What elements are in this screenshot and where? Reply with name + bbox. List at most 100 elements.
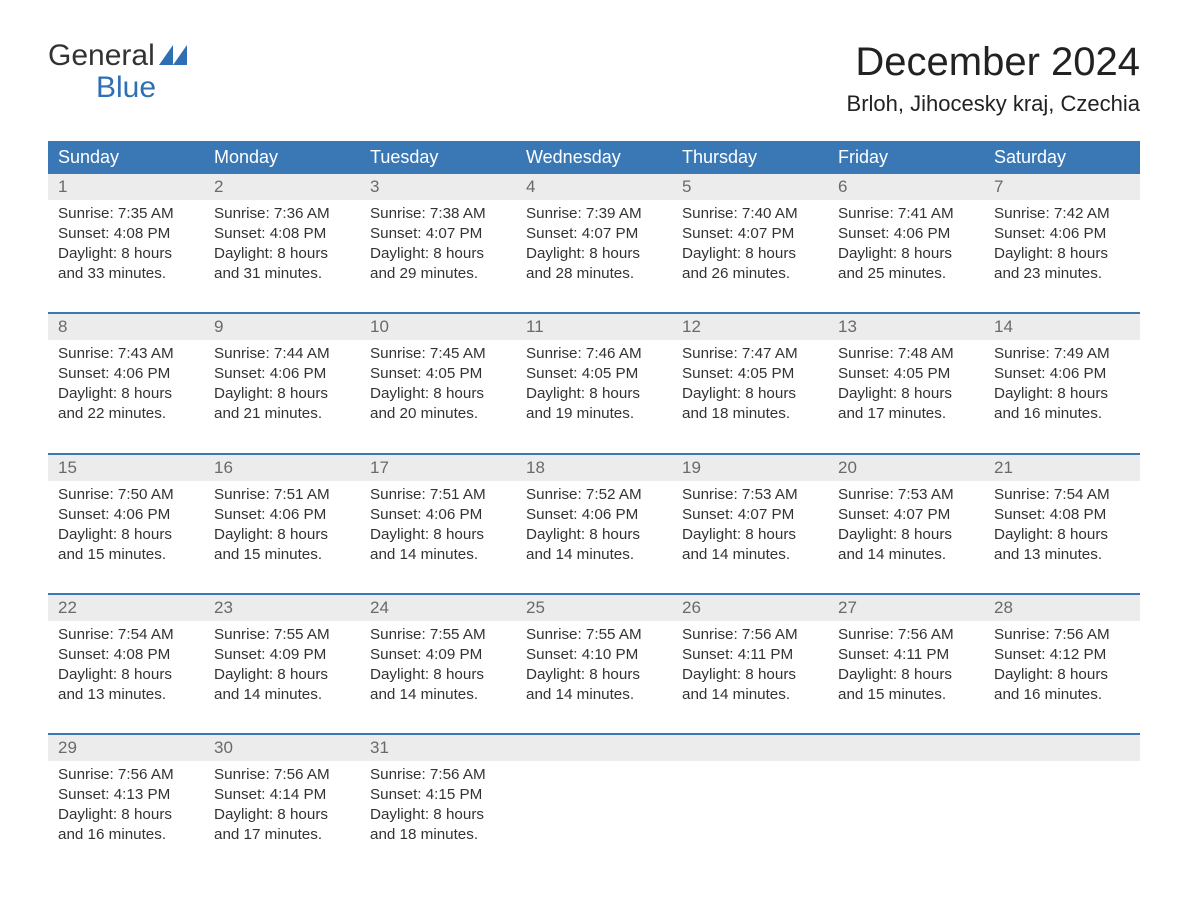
day-cell: Sunrise: 7:41 AMSunset: 4:06 PMDaylight:…: [828, 200, 984, 284]
day-number: 21: [984, 455, 1140, 481]
daylight-line-1: Daylight: 8 hours: [838, 525, 974, 545]
day-cell: Sunrise: 7:56 AMSunset: 4:13 PMDaylight:…: [48, 761, 204, 845]
day-cell: Sunrise: 7:38 AMSunset: 4:07 PMDaylight:…: [360, 200, 516, 284]
sunrise-line: Sunrise: 7:56 AM: [370, 765, 506, 785]
daylight-line-2: and 22 minutes.: [58, 404, 194, 424]
day-number: [828, 735, 984, 761]
daylight-line-1: Daylight: 8 hours: [994, 665, 1130, 685]
sunset-line: Sunset: 4:06 PM: [214, 505, 350, 525]
day-number: 30: [204, 735, 360, 761]
daylight-line-1: Daylight: 8 hours: [994, 525, 1130, 545]
day-number: 19: [672, 455, 828, 481]
day-cell: [828, 761, 984, 845]
sunrise-line: Sunrise: 7:41 AM: [838, 204, 974, 224]
day-cell: [516, 761, 672, 845]
day-cell: Sunrise: 7:56 AMSunset: 4:12 PMDaylight:…: [984, 621, 1140, 705]
sunset-line: Sunset: 4:09 PM: [214, 645, 350, 665]
sunrise-line: Sunrise: 7:55 AM: [370, 625, 506, 645]
daylight-line-1: Daylight: 8 hours: [838, 384, 974, 404]
daylight-line-2: and 15 minutes.: [838, 685, 974, 705]
sunrise-line: Sunrise: 7:45 AM: [370, 344, 506, 364]
day-number: 10: [360, 314, 516, 340]
sunset-line: Sunset: 4:11 PM: [838, 645, 974, 665]
daylight-line-2: and 14 minutes.: [838, 545, 974, 565]
day-content-row: Sunrise: 7:35 AMSunset: 4:08 PMDaylight:…: [48, 200, 1140, 312]
sunrise-line: Sunrise: 7:55 AM: [526, 625, 662, 645]
daylight-line-1: Daylight: 8 hours: [370, 805, 506, 825]
sunset-line: Sunset: 4:06 PM: [370, 505, 506, 525]
sunrise-line: Sunrise: 7:50 AM: [58, 485, 194, 505]
sunrise-line: Sunrise: 7:43 AM: [58, 344, 194, 364]
day-cell: Sunrise: 7:55 AMSunset: 4:10 PMDaylight:…: [516, 621, 672, 705]
sunset-line: Sunset: 4:06 PM: [526, 505, 662, 525]
day-content-row: Sunrise: 7:54 AMSunset: 4:08 PMDaylight:…: [48, 621, 1140, 733]
sunset-line: Sunset: 4:06 PM: [838, 224, 974, 244]
sunrise-line: Sunrise: 7:48 AM: [838, 344, 974, 364]
calendar-week: 1234567Sunrise: 7:35 AMSunset: 4:08 PMDa…: [48, 174, 1140, 312]
day-number: 20: [828, 455, 984, 481]
sunset-line: Sunset: 4:09 PM: [370, 645, 506, 665]
dow-monday: Monday: [204, 141, 360, 174]
daylight-line-2: and 18 minutes.: [370, 825, 506, 845]
daylight-line-2: and 14 minutes.: [370, 545, 506, 565]
daylight-line-1: Daylight: 8 hours: [526, 525, 662, 545]
sunset-line: Sunset: 4:08 PM: [994, 505, 1130, 525]
day-number: 25: [516, 595, 672, 621]
daylight-line-1: Daylight: 8 hours: [370, 665, 506, 685]
daylight-line-2: and 19 minutes.: [526, 404, 662, 424]
daylight-line-2: and 14 minutes.: [370, 685, 506, 705]
calendar: Sunday Monday Tuesday Wednesday Thursday…: [48, 141, 1140, 855]
sunset-line: Sunset: 4:15 PM: [370, 785, 506, 805]
daylight-line-2: and 13 minutes.: [58, 685, 194, 705]
sunrise-line: Sunrise: 7:54 AM: [58, 625, 194, 645]
sunset-line: Sunset: 4:07 PM: [838, 505, 974, 525]
daylight-line-2: and 14 minutes.: [682, 685, 818, 705]
day-number-row: 1234567: [48, 174, 1140, 200]
day-number: 8: [48, 314, 204, 340]
day-number-row: 891011121314: [48, 314, 1140, 340]
daylight-line-1: Daylight: 8 hours: [370, 525, 506, 545]
brand-line2: Blue: [48, 72, 187, 104]
daylight-line-2: and 14 minutes.: [214, 685, 350, 705]
day-cell: Sunrise: 7:36 AMSunset: 4:08 PMDaylight:…: [204, 200, 360, 284]
daylight-line-1: Daylight: 8 hours: [682, 665, 818, 685]
brand-logo: General Blue: [48, 40, 187, 103]
header: General Blue December 2024 Brloh, Jihoce…: [48, 40, 1140, 117]
sunset-line: Sunset: 4:14 PM: [214, 785, 350, 805]
sunset-line: Sunset: 4:06 PM: [58, 505, 194, 525]
sunset-line: Sunset: 4:11 PM: [682, 645, 818, 665]
title-block: December 2024 Brloh, Jihocesky kraj, Cze…: [847, 40, 1140, 117]
day-cell: Sunrise: 7:53 AMSunset: 4:07 PMDaylight:…: [672, 481, 828, 565]
day-number: 11: [516, 314, 672, 340]
daylight-line-2: and 29 minutes.: [370, 264, 506, 284]
daylight-line-1: Daylight: 8 hours: [838, 665, 974, 685]
daylight-line-2: and 31 minutes.: [214, 264, 350, 284]
day-number: [984, 735, 1140, 761]
day-of-week-row: Sunday Monday Tuesday Wednesday Thursday…: [48, 141, 1140, 174]
daylight-line-1: Daylight: 8 hours: [214, 244, 350, 264]
flag-icon: [159, 40, 187, 72]
sunrise-line: Sunrise: 7:53 AM: [838, 485, 974, 505]
daylight-line-1: Daylight: 8 hours: [58, 525, 194, 545]
daylight-line-1: Daylight: 8 hours: [370, 244, 506, 264]
daylight-line-1: Daylight: 8 hours: [58, 244, 194, 264]
sunset-line: Sunset: 4:07 PM: [526, 224, 662, 244]
day-number: 29: [48, 735, 204, 761]
daylight-line-2: and 26 minutes.: [682, 264, 818, 284]
daylight-line-2: and 17 minutes.: [838, 404, 974, 424]
sunrise-line: Sunrise: 7:53 AM: [682, 485, 818, 505]
sunrise-line: Sunrise: 7:40 AM: [682, 204, 818, 224]
day-number: 26: [672, 595, 828, 621]
day-cell: Sunrise: 7:44 AMSunset: 4:06 PMDaylight:…: [204, 340, 360, 424]
sunset-line: Sunset: 4:06 PM: [994, 224, 1130, 244]
day-cell: Sunrise: 7:40 AMSunset: 4:07 PMDaylight:…: [672, 200, 828, 284]
daylight-line-2: and 25 minutes.: [838, 264, 974, 284]
day-cell: Sunrise: 7:52 AMSunset: 4:06 PMDaylight:…: [516, 481, 672, 565]
day-cell: Sunrise: 7:39 AMSunset: 4:07 PMDaylight:…: [516, 200, 672, 284]
day-cell: Sunrise: 7:51 AMSunset: 4:06 PMDaylight:…: [204, 481, 360, 565]
day-cell: Sunrise: 7:56 AMSunset: 4:11 PMDaylight:…: [828, 621, 984, 705]
daylight-line-2: and 14 minutes.: [682, 545, 818, 565]
daylight-line-1: Daylight: 8 hours: [994, 244, 1130, 264]
sunset-line: Sunset: 4:07 PM: [370, 224, 506, 244]
daylight-line-1: Daylight: 8 hours: [526, 665, 662, 685]
